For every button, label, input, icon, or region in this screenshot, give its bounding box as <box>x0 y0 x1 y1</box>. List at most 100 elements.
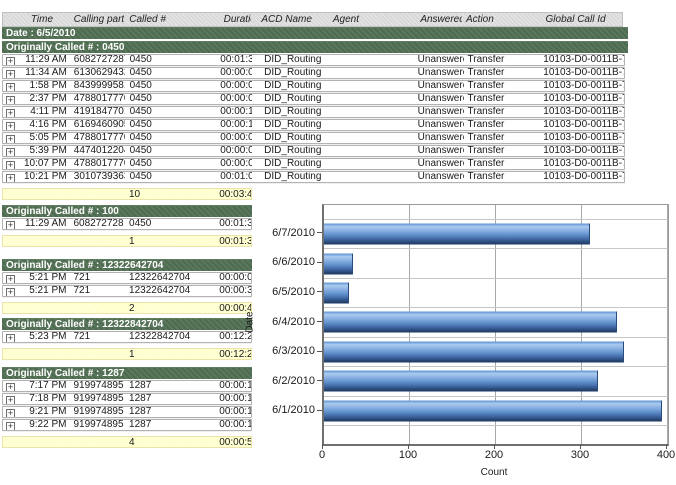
table-row[interactable]: +9:22 PM 9199748952 1287 00:00:11 <box>2 419 252 431</box>
report-group: Originally Called # : 0450 +11:29 AM 60827… <box>2 41 628 200</box>
column-header-calling: Calling party # <box>73 14 125 25</box>
cell-called: 12322642704 <box>129 286 191 296</box>
x-axis-tick <box>580 444 581 449</box>
column-header-answered: Answered <box>420 14 463 25</box>
x-axis-tick <box>322 444 323 449</box>
expand-plus-icon[interactable]: + <box>6 147 15 156</box>
expand-cell: + <box>3 219 21 229</box>
table-row[interactable]: +9:21 PM 9199748952 1287 00:00:14 <box>2 406 252 418</box>
y-axis-tick <box>317 350 322 352</box>
cell-time: 9:21 PM <box>29 407 67 417</box>
cell-calling: 9199748952 <box>73 420 125 430</box>
cell-agent <box>330 81 416 91</box>
cell-called: 0450 <box>129 94 152 104</box>
expand-plus-icon[interactable]: + <box>6 220 15 229</box>
cell-calling: 4474012204 <box>73 146 125 156</box>
cell-called: 1287 <box>129 407 152 417</box>
cell-called: 0450 <box>129 172 152 182</box>
y-axis-label-row: 6/5/2010 <box>238 277 322 307</box>
cell-called: 0450 <box>129 120 152 130</box>
expand-plus-icon[interactable]: + <box>6 160 15 169</box>
cell-calling: 8439999581 <box>73 81 125 91</box>
cell-duration: 00:00:15 <box>220 107 253 117</box>
cell-agent <box>330 159 416 169</box>
cell-called: 0450 <box>129 107 152 117</box>
column-header-global_id: Global Call Id <box>545 14 606 25</box>
cell-duration: 00:00:07 <box>220 133 253 143</box>
expand-plus-icon[interactable]: + <box>6 121 15 130</box>
cell-calling: 9199748952 <box>73 381 125 391</box>
cell-global_id: 10103-D0-0011B-771 <box>543 94 624 104</box>
table-row[interactable]: +5:23 PM 721 12322842704 00:12:23 <box>2 331 252 343</box>
expand-plus-icon[interactable]: + <box>6 173 15 182</box>
report-group: Originally Called # : 12322642704 +5:21 P… <box>2 259 252 314</box>
cell-duration: 00:00:14 <box>219 407 251 417</box>
column-header-called: Called # <box>129 14 166 25</box>
cell-time: 5:21 PM <box>29 273 67 283</box>
table-row[interactable]: +7:18 PM 9199748952 1287 00:00:12 <box>2 393 252 405</box>
table-row[interactable]: +11:34 AM 6130629432 0450 00:00:09 DID_Routi… <box>2 67 625 79</box>
expand-plus-icon[interactable]: + <box>6 108 15 117</box>
table-row[interactable]: +7:17 PM 9199748952 1287 00:00:13 <box>2 380 252 392</box>
table-row[interactable]: +5:39 PM 4474012204 0450 00:00:03 DID_Routin… <box>2 145 625 157</box>
y-axis-tick <box>317 261 322 263</box>
expand-plus-icon[interactable]: + <box>6 395 15 404</box>
table-row[interactable]: +4:11 PM 4191847701 0450 00:00:15 DID_Routin… <box>2 106 625 118</box>
date-group-header: Date : 6/5/2010 <box>2 27 628 39</box>
cell-global_id: 10103-D0-0011B-773 <box>543 120 624 130</box>
expand-plus-icon[interactable]: + <box>6 82 15 91</box>
expand-plus-icon[interactable]: + <box>6 95 15 104</box>
group-header: Originally Called # : 1287 <box>2 367 252 379</box>
table-row[interactable]: +10:21 PM 3010739363 0450 00:01:02 DID_Routi… <box>2 171 625 183</box>
y-axis-label: 6/7/2010 <box>272 226 315 239</box>
expand-plus-icon[interactable]: + <box>6 408 15 417</box>
summary-spacer <box>3 303 124 313</box>
cell-answered: Unanswered <box>417 55 464 65</box>
x-axis-tick-label: 0 <box>318 449 326 461</box>
cell-duration: 00:00:05 <box>220 81 253 91</box>
cell-duration: 00:00:12 <box>219 394 251 404</box>
chart-band <box>324 277 668 307</box>
table-row[interactable]: +5:21 PM 721 12322642704 00:00:09 <box>2 272 252 284</box>
table-row[interactable]: +2:37 PM 4788017770 0450 00:00:07 DID_Routin… <box>2 93 625 105</box>
table-header: Time Calling party # Called # Duration ACD N… <box>2 12 623 27</box>
expand-plus-icon[interactable]: + <box>6 421 15 430</box>
table-row[interactable]: +5:05 PM 4788017770 0450 00:00:07 DID_Routin… <box>2 132 625 144</box>
table-row[interactable]: +11:29 AM 6082727287 0450 00:01:35 DID_Routi… <box>2 54 625 66</box>
y-axis-label: 6/2/2010 <box>272 374 315 387</box>
expand-plus-icon[interactable]: + <box>6 274 15 283</box>
table-row[interactable]: +4:16 PM 6169460905 0450 00:00:11 DID_Routin… <box>2 119 625 131</box>
cell-agent <box>330 146 416 156</box>
table-row[interactable]: +1:58 PM 8439999581 0450 00:00:05 DID_Routin… <box>2 80 625 92</box>
expand-plus-icon[interactable]: + <box>6 333 15 342</box>
cell-answered: Unanswered <box>417 159 464 169</box>
y-axis-title: Date <box>244 311 256 333</box>
table-row[interactable]: +5:21 PM 721 12322642704 00:00:34 <box>2 285 252 297</box>
cell-duration: 00:01:35 <box>219 219 251 229</box>
cell-time: 5:21 PM <box>29 286 67 296</box>
cell-duration: 00:00:06 <box>220 159 253 169</box>
expand-plus-icon[interactable]: + <box>6 134 15 143</box>
group-header: Originally Called # : 12322842704 <box>2 318 252 330</box>
cell-time: 5:23 PM <box>29 332 67 342</box>
cell-time: 10:21 PM <box>23 172 67 182</box>
expand-plus-icon[interactable]: + <box>6 287 15 296</box>
group-summary-row: 1 00:01:35 <box>2 235 252 247</box>
cell-acd: DID_Routing <box>264 159 322 169</box>
y-axis-label: 6/3/2010 <box>272 345 315 358</box>
cell-duration: 00:00:03 <box>220 146 253 156</box>
expand-plus-icon[interactable]: + <box>6 69 15 78</box>
group-summary-row: 1 00:12:23 <box>2 348 252 360</box>
cell-time: 9:22 PM <box>29 420 67 430</box>
y-axis-label-row: 6/6/2010 <box>238 248 322 278</box>
cell-time: 11:29 AM <box>24 219 67 229</box>
table-row[interactable]: +11:29 AM 6082727287 0450 00:01:35 <box>2 218 252 230</box>
column-header-acd: ACD Name <box>261 14 312 25</box>
table-row[interactable]: +10:07 PM 4788017770 0450 00:00:06 DID_Routi… <box>2 158 625 170</box>
expand-plus-icon[interactable]: + <box>6 382 15 391</box>
cell-action: Transfer <box>467 55 505 65</box>
expand-plus-icon[interactable]: + <box>6 56 15 65</box>
cell-calling: 9199748952 <box>73 394 125 404</box>
cell-called: 0450 <box>129 133 152 143</box>
cell-called: 12322642704 <box>129 273 191 283</box>
